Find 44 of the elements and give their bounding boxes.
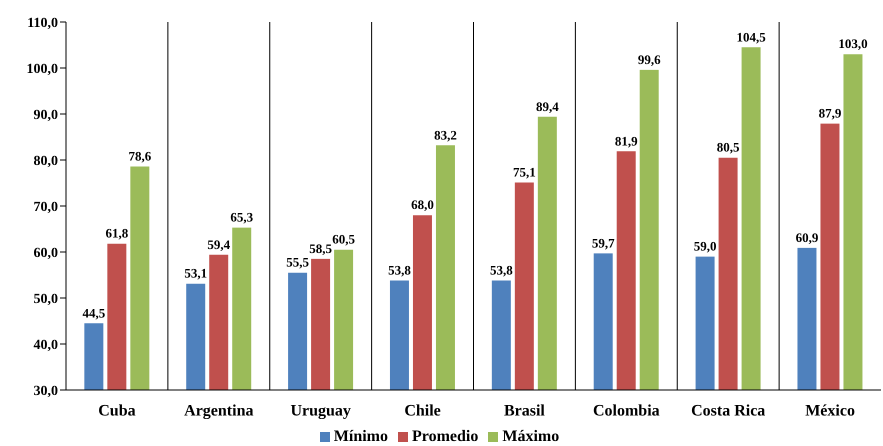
y-tick-label: 110,0 (27, 16, 58, 31)
data-label: 53,8 (388, 262, 412, 278)
data-label: 68,0 (411, 197, 434, 212)
y-tick-label: 40,0 (34, 338, 58, 353)
data-label: 99,6 (638, 52, 662, 67)
data-label: 89,4 (536, 98, 560, 114)
x-tick-label: Argentina (184, 402, 254, 420)
x-tick-label: México (805, 402, 855, 420)
x-tick-label: Uruguay (290, 402, 351, 420)
data-label: 44,5 (82, 305, 106, 320)
x-tick-label: Colombia (592, 402, 660, 420)
legend-label: Mínimo (334, 428, 388, 445)
y-tick-label: 30,0 (34, 384, 58, 399)
x-tick-label: Cuba (98, 402, 136, 420)
data-label: 60,9 (796, 230, 819, 245)
data-label: 61,8 (105, 226, 129, 241)
data-label: 80,5 (716, 140, 740, 155)
data-label: 59,7 (592, 235, 616, 250)
data-label: 65,3 (230, 210, 254, 225)
data-label: 103,0 (838, 36, 868, 52)
data-label: 55,5 (286, 254, 310, 270)
y-tick-label: 100,0 (26, 62, 58, 77)
data-label: 78,6 (128, 148, 152, 164)
legend-label: Promedio (412, 428, 478, 445)
x-tick-label: Chile (404, 402, 441, 420)
data-label: 53,1 (184, 266, 208, 281)
data-label: 75,1 (512, 164, 536, 180)
data-label: 81,9 (614, 133, 638, 148)
legend-label: Máximo (502, 428, 560, 445)
data-label: 53,8 (490, 262, 514, 278)
y-tick-label: 60,0 (34, 246, 58, 261)
y-tick-label: 90,0 (34, 108, 58, 123)
data-label: 59,0 (694, 238, 716, 254)
data-label: 60,5 (332, 232, 356, 247)
data-label: 58,5 (309, 240, 332, 256)
data-label: 59,4 (207, 236, 231, 252)
data-label: 104,5 (736, 29, 766, 44)
x-tick-label: Brasil (504, 402, 546, 420)
x-tick-label: Costa Rica (691, 402, 766, 420)
y-tick-label: 80,0 (34, 154, 58, 169)
data-label: 87,9 (818, 106, 842, 121)
data-label: 83,2 (434, 127, 457, 142)
y-tick-label: 50,0 (34, 292, 58, 307)
y-tick-label: 70,0 (34, 200, 58, 215)
